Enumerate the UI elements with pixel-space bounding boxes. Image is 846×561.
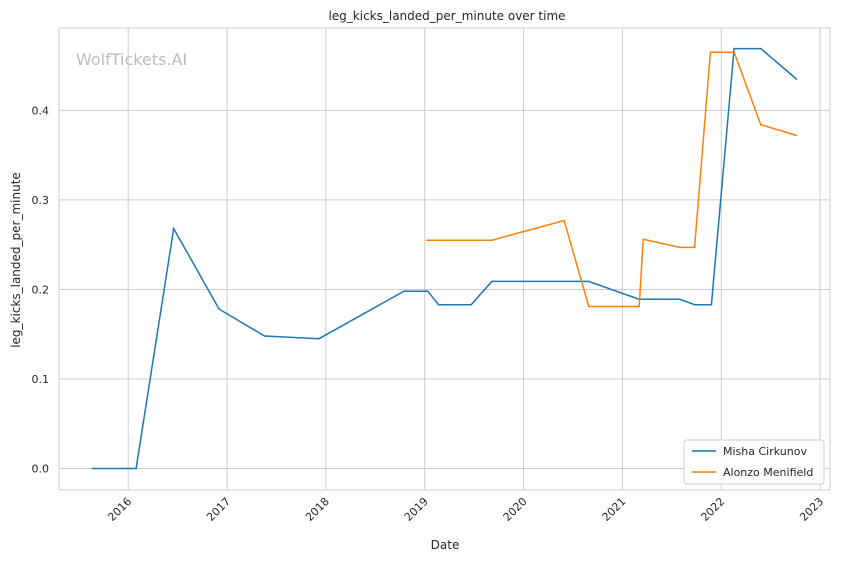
series-line-alonzo-menifield [426, 51, 797, 308]
series-line-misha-cirkunov [92, 47, 797, 470]
data-point [425, 239, 428, 241]
watermark: WolfTickets.AI [76, 50, 187, 69]
data-point [795, 134, 798, 137]
data-point [491, 280, 493, 283]
data-point [678, 246, 681, 249]
data-point [760, 123, 762, 126]
data-point [693, 303, 696, 306]
x-tick-label: 2023 [797, 495, 826, 524]
chart-title: leg_kicks_landed_per_minute over time [328, 9, 565, 23]
legend-label-alonzo: Alonzo Menifield [723, 466, 813, 479]
data-point [642, 238, 644, 241]
data-point [218, 308, 220, 310]
data-point [135, 467, 137, 470]
data-point [426, 290, 429, 293]
x-tick-label: 2020 [501, 495, 530, 524]
data-point [709, 51, 712, 53]
data-point [263, 335, 266, 337]
data-point [733, 51, 735, 53]
data-point [437, 303, 440, 306]
y-axis-label: leg_kicks_landed_per_minute [9, 172, 23, 348]
y-tick-label: 0.1 [32, 373, 50, 386]
y-tick-label: 0.4 [32, 104, 50, 117]
data-point [470, 303, 472, 306]
y-tick-label: 0.3 [32, 194, 50, 207]
plot-frame [58, 27, 831, 491]
y-tick-label: 0.0 [32, 463, 50, 476]
y-tick-label: 0.2 [32, 283, 50, 296]
data-point [403, 290, 405, 293]
data-point [733, 47, 735, 50]
legend: Misha Cirkunov Alonzo Menifield [683, 439, 825, 485]
data-point [638, 305, 641, 308]
data-point [318, 337, 320, 340]
x-tick-label: 2016 [105, 495, 134, 524]
data-point [172, 227, 175, 230]
data-point [588, 280, 590, 283]
legend-label-misha: Misha Cirkunov [723, 445, 807, 458]
x-tick-label: 2019 [402, 495, 431, 524]
data-point [760, 47, 762, 50]
data-point [491, 239, 493, 241]
data-point [563, 219, 565, 222]
data-point [91, 467, 94, 470]
data-point [795, 78, 798, 80]
data-point [678, 298, 681, 301]
x-tick-label: 2021 [600, 495, 629, 524]
data-point [710, 303, 713, 306]
x-axis-label: Date [431, 538, 460, 552]
x-tick-label: 2018 [303, 495, 332, 524]
x-tick-label: 2022 [698, 495, 727, 524]
x-tick-label: 2017 [204, 495, 233, 524]
data-point [693, 246, 696, 249]
data-point [588, 305, 590, 308]
